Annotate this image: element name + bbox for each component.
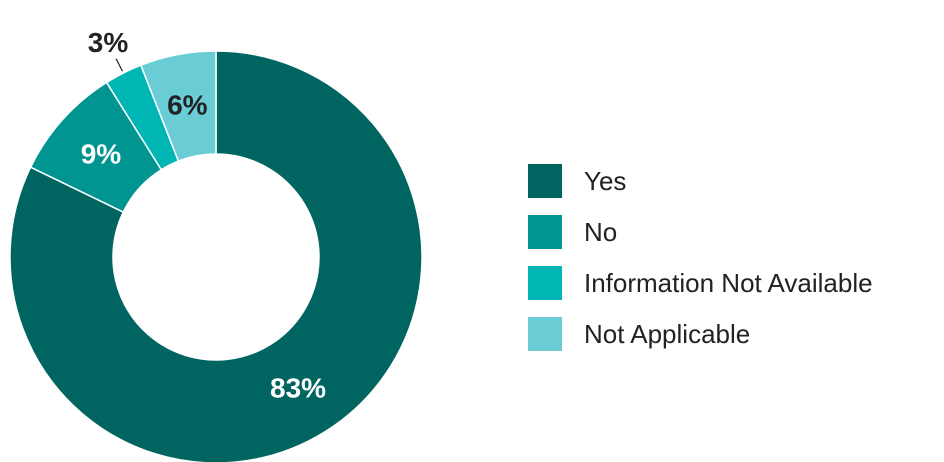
legend-label-no: No [584,217,617,247]
slice-callouts [115,58,123,72]
slice-yes [9,50,423,462]
legend-label-yes: Yes [584,166,626,196]
legend-swatch-not-applicable [528,317,562,351]
legend-label-information-not-available: Information Not Available [584,268,873,298]
slice-not-applicable [139,50,217,163]
legend-label-not-applicable: Not Applicable [584,319,750,349]
legend-swatch-no [528,215,562,249]
slice-label-yes: 83% [270,372,326,403]
slice-label-information-not-available: 3% [88,27,129,58]
callout-line-information-not-available [115,58,123,72]
legend-swatch-information-not-available [528,266,562,300]
legend-swatch-yes [528,164,562,198]
slice-label-no: 9% [81,138,122,169]
slice-label-not-applicable: 6% [167,90,208,121]
donut-slices [9,50,423,462]
chart-legend: Yes No Information Not Available Not Applic… [528,164,873,351]
slice-labels: 83% 9% 3% 6% [81,27,326,403]
